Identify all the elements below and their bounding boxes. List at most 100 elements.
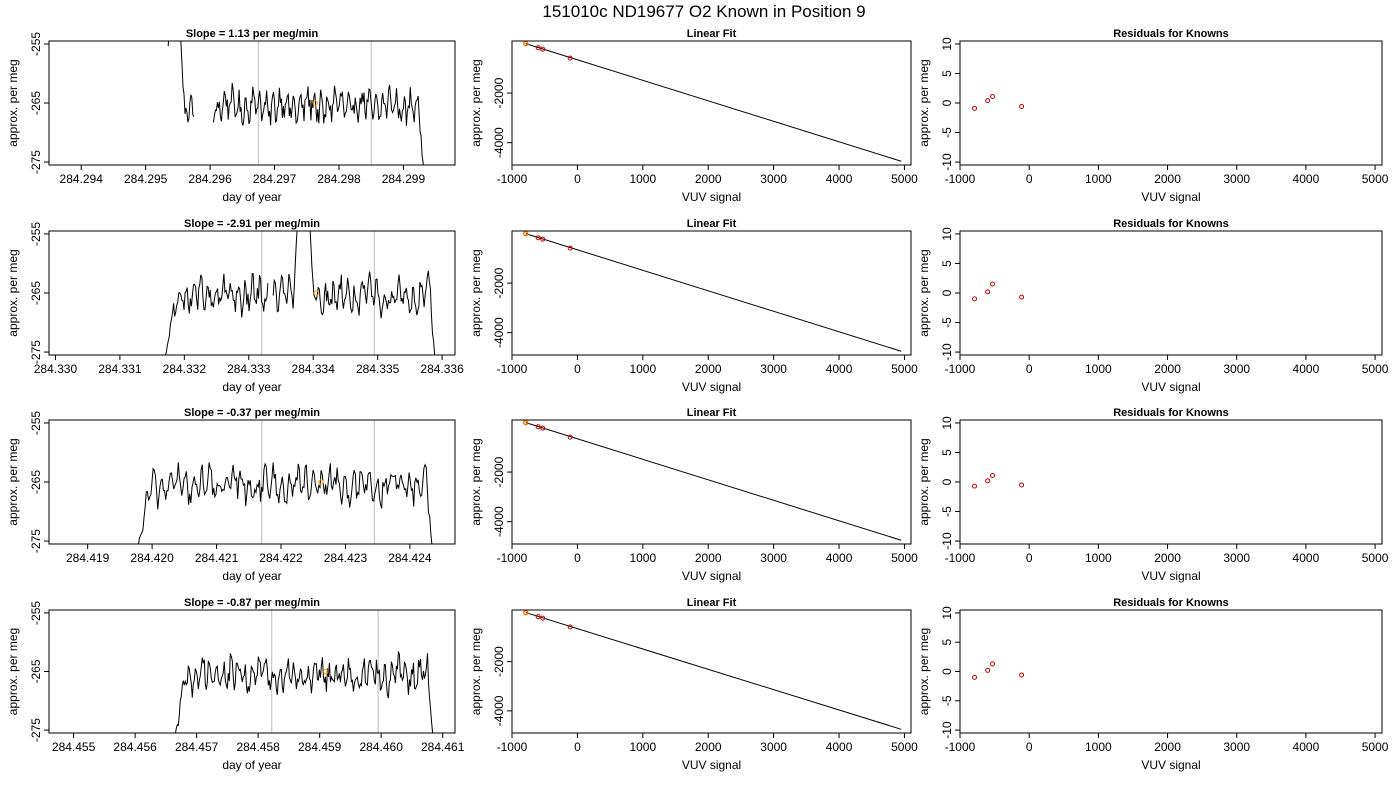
panel-r3-linear-fit: Linear Fit -1000 0 1000 2000 3000 4000 5000 -200…: [469, 407, 918, 583]
panel-r2-residuals: Residuals for Knowns -1000 0 1000 2000 3000 40…: [917, 218, 1389, 394]
y-tick-label: -4000: [492, 506, 506, 537]
y-axis-label: approx. per meg: [469, 438, 483, 525]
y-tick-label: -265: [29, 281, 43, 305]
x-tick-label: 4000: [826, 172, 853, 186]
x-tick-label: 2000: [695, 551, 722, 565]
x-tick-label: 4000: [1293, 551, 1320, 565]
y-tick-label: 5: [940, 70, 954, 77]
data-point: [985, 98, 991, 104]
x-tick-label: 3000: [1223, 551, 1250, 565]
x-tick-label: 284.297: [253, 172, 297, 186]
data-point: [990, 94, 996, 100]
y-tick-label: -4000: [492, 317, 506, 348]
x-axis-label: VUV signal: [1141, 569, 1200, 583]
known-point-marker: [318, 479, 324, 485]
fit-line: [525, 612, 902, 730]
x-tick-label: 1000: [1085, 740, 1112, 754]
x-tick-label: 284.299: [382, 172, 426, 186]
y-tick-label: -10: [940, 532, 954, 550]
x-tick-label: 284.461: [421, 740, 465, 754]
data-point: [985, 478, 991, 484]
panel-r1-residuals: Residuals for Knowns -1000 0 1000 2000 3000 40…: [917, 28, 1389, 204]
y-tick-label: -5: [940, 127, 954, 138]
y-tick-label: -5: [940, 506, 954, 517]
x-tick-label: 3000: [760, 362, 787, 376]
x-tick-label: 4000: [826, 551, 853, 565]
y-tick-label: -10: [940, 721, 954, 739]
data-point: [567, 55, 573, 61]
x-tick-label: 284.424: [388, 551, 432, 565]
y-tick-label: -275: [29, 340, 43, 364]
series-line: [272, 231, 436, 355]
panel-title: Linear Fit: [687, 597, 737, 609]
data-point: [990, 661, 996, 667]
x-tick-label: -1000: [497, 172, 528, 186]
x-tick-label: -1000: [945, 172, 976, 186]
panel-title: Slope = -0.37 per meg/min: [184, 407, 320, 419]
plot-frame: [48, 230, 456, 356]
fit-line: [525, 43, 902, 162]
x-tick-label: 284.298: [317, 172, 361, 186]
panel-r3-timeseries: Slope = -0.37 per meg/min 284.419 284.420 2…: [6, 407, 456, 583]
panel-title: Residuals for Knowns: [1113, 28, 1229, 40]
x-tick-label: 284.421: [195, 551, 239, 565]
y-tick-label: -265: [29, 91, 43, 115]
x-axis-label: day of year: [222, 190, 281, 204]
x-axis-label: VUV signal: [1141, 190, 1200, 204]
x-tick-label: 2000: [1154, 172, 1181, 186]
plot-area: [138, 420, 433, 544]
y-axis-label: approx. per meg: [6, 628, 20, 715]
x-tick-label: 5000: [1362, 740, 1389, 754]
x-tick-label: 284.419: [66, 551, 110, 565]
x-tick-label: 2000: [1154, 551, 1181, 565]
x-tick-label: 1000: [629, 551, 656, 565]
plot-area: [164, 231, 436, 355]
panel-r4-residuals: Residuals for Knowns -1000 0 1000 2000 3000 40…: [917, 597, 1389, 772]
x-tick-label: -1000: [945, 362, 976, 376]
panel-r1-linear-fit: Linear Fit -1000 0 1000 2000 3000 4000 5000 -200…: [469, 28, 918, 204]
y-tick-label: 5: [940, 449, 954, 456]
x-tick-label: 5000: [891, 172, 918, 186]
x-tick-label: 284.294: [60, 172, 104, 186]
y-tick-label: -255: [29, 601, 43, 625]
y-tick-label: -10: [940, 153, 954, 171]
panel-r2-linear-fit: Linear Fit -1000 0 1000 2000 3000 4000 5000 -200…: [469, 218, 918, 394]
x-axis-label: day of year: [222, 569, 281, 583]
data-point: [535, 45, 541, 51]
panel-title: Slope = -0.87 per meg/min: [184, 597, 320, 609]
panel-r4-linear-fit: Linear Fit -1000 0 1000 2000 3000 4000 5000 -200…: [469, 597, 918, 772]
y-tick-label: -5: [940, 695, 954, 706]
x-tick-label: 4000: [826, 362, 853, 376]
plot-area: [972, 473, 1025, 489]
data-point: [972, 105, 978, 111]
series-line: [164, 273, 269, 355]
y-tick-label: 0: [940, 668, 954, 675]
x-tick-label: 0: [1026, 172, 1033, 186]
data-point: [567, 434, 573, 440]
x-tick-label: 284.296: [188, 172, 232, 186]
plot-frame: [48, 40, 456, 166]
x-tick-label: 0: [1026, 740, 1033, 754]
x-tick-label: 2000: [695, 362, 722, 376]
x-tick-label: 5000: [891, 551, 918, 565]
series-line: [213, 82, 424, 165]
panel-title: Slope = 1.13 per meg/min: [186, 28, 319, 40]
x-tick-label: 4000: [1293, 172, 1320, 186]
y-axis-label: approx. per meg: [917, 59, 931, 146]
data-point: [567, 624, 573, 630]
y-axis-label: approx. per meg: [6, 59, 20, 146]
y-tick-label: 0: [940, 99, 954, 106]
x-tick-label: 284.330: [34, 362, 78, 376]
panel-r3-residuals: Residuals for Knowns -1000 0 1000 2000 3000 40…: [917, 407, 1389, 583]
plot-frame: [511, 40, 912, 166]
plot-frame: [511, 419, 912, 545]
data-point: [990, 281, 996, 287]
panel-r4-timeseries: Slope = -0.87 per meg/min 284.455 284.456 2…: [6, 597, 465, 772]
data-point: [535, 235, 541, 241]
y-tick-label: 10: [940, 227, 954, 241]
x-axis-label: VUV signal: [682, 758, 741, 772]
series-line: [175, 651, 434, 733]
fit-line: [525, 422, 902, 541]
x-tick-label: 3000: [760, 172, 787, 186]
x-tick-label: 284.458: [236, 740, 280, 754]
